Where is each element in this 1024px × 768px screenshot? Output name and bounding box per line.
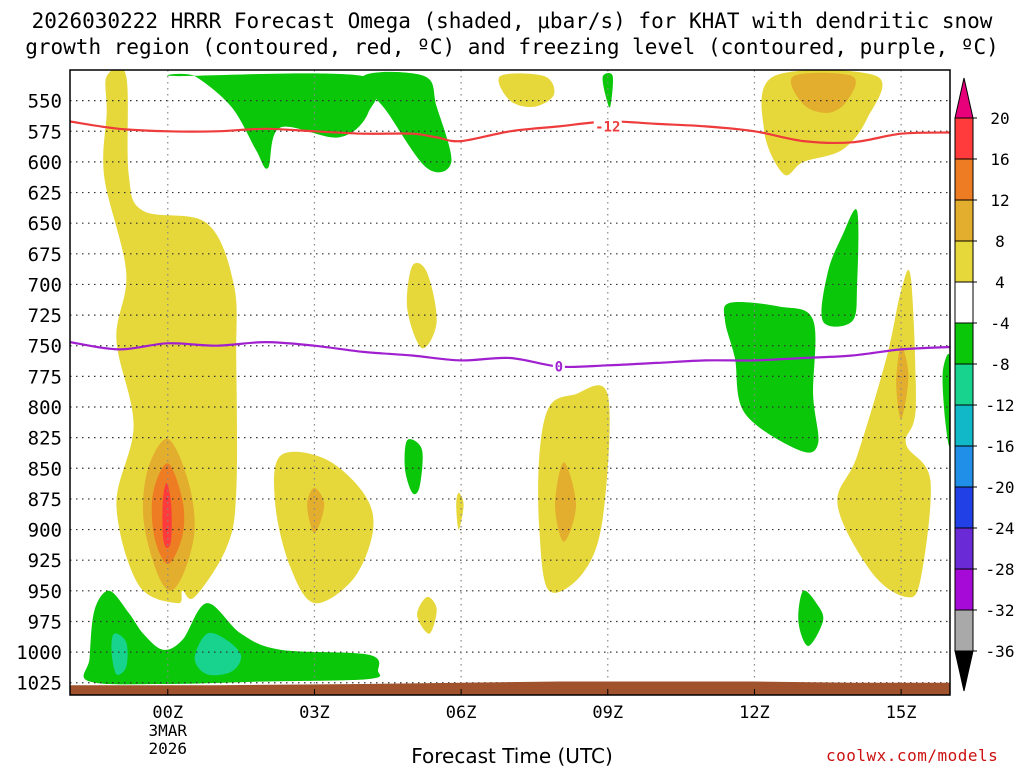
colorbar-swatch-8 (954, 445, 974, 488)
y-tick-label-875: 875 (28, 489, 62, 511)
y-tick-label-925: 925 (28, 550, 62, 572)
contour-line-0 (70, 120, 950, 145)
x-date-year-label: 2026 (149, 739, 188, 758)
omega-region-14 (837, 269, 931, 598)
omega-region-17 (362, 71, 452, 173)
y-tick-label-725: 725 (28, 305, 62, 327)
colorbar-level-2: 12 (990, 191, 1009, 210)
colorbar-level-6: -8 (990, 355, 1009, 374)
colorbar-swatch-11 (954, 568, 974, 611)
colorbar-level-13: -36 (986, 642, 1015, 661)
colorbar-swatch-1 (954, 158, 974, 201)
colorbar-swatch-7 (954, 404, 974, 447)
y-tick-label-975: 975 (28, 611, 62, 633)
chart-title-line-2: growth region (contoured, red, ºC) and f… (25, 35, 999, 59)
omega-region-9 (538, 385, 610, 593)
colorbar-swatch-4 (954, 281, 974, 324)
chart-title-line-1: 2026030222 HRRR Forecast Omega (shaded, … (31, 9, 993, 33)
y-tick-label-700: 700 (28, 274, 62, 296)
x-date-month-label: 3MAR (149, 721, 188, 740)
omega-region-8 (456, 492, 464, 530)
colorbar-swatch-5 (954, 322, 974, 365)
y-tick-label-1000: 1000 (16, 642, 62, 664)
omega-region-23 (723, 301, 819, 453)
omega-region-16 (167, 73, 380, 169)
y-tick-label-750: 750 (28, 336, 62, 358)
y-tick-label-1025: 1025 (16, 673, 62, 695)
colorbar-level-10: -24 (986, 519, 1015, 538)
x-axis-title: Forecast Time (UTC) (411, 744, 613, 768)
omega-region-12 (761, 70, 883, 176)
omega-region-4 (274, 451, 374, 604)
colorbar-swatch-12 (954, 609, 974, 652)
y-tick-label-900: 900 (28, 520, 62, 542)
omega-region-15 (896, 345, 909, 420)
colorbar-level-1: 16 (990, 150, 1009, 169)
contour-label-bg-1 (552, 359, 565, 374)
colorbar-level-12: -32 (986, 601, 1015, 620)
omega-region-7 (417, 596, 437, 634)
omega-region-21 (194, 632, 242, 676)
colorbar-swatch-6 (954, 363, 974, 406)
contour-label-1: 0 (555, 360, 563, 376)
colorbar-level-11: -28 (986, 560, 1015, 579)
colorbar-top-arrow (954, 77, 974, 119)
colorbar-swatch-2 (954, 199, 974, 242)
omega-region-13 (790, 72, 856, 113)
omega-region-25 (798, 590, 824, 646)
colorbar-swatch-10 (954, 527, 974, 570)
omega-region-20 (111, 633, 128, 675)
colorbar-level-5: -4 (990, 314, 1009, 333)
y-tick-label-575: 575 (28, 121, 62, 143)
omega-region-22 (404, 439, 423, 495)
contour-label-bg-0 (593, 119, 622, 134)
x-tick-label-15Z: 15Z (886, 703, 917, 723)
colorbar-level-0: 20 (990, 109, 1009, 128)
colorbar-level-9: -20 (986, 478, 1015, 497)
omega-region-19 (83, 590, 381, 685)
site-credit: coolwx.com/models (826, 746, 999, 765)
x-tick-label-12Z: 12Z (739, 703, 770, 723)
omega-region-0 (103, 70, 238, 604)
y-tick-label-800: 800 (28, 397, 62, 419)
colorbar-level-7: -12 (986, 396, 1015, 415)
colorbar-level-8: -16 (986, 437, 1015, 456)
omega-region-10 (555, 462, 576, 542)
y-tick-label-825: 825 (28, 428, 62, 450)
colorbar-level-4: 4 (995, 273, 1005, 292)
omega-region-24 (821, 209, 859, 327)
y-tick-label-625: 625 (28, 183, 62, 205)
y-tick-label-675: 675 (28, 244, 62, 266)
omega-region-26 (942, 353, 950, 447)
x-tick-label-00Z: 00Z (152, 703, 183, 723)
omega-region-18 (602, 73, 614, 108)
colorbar-swatch-3 (954, 240, 974, 283)
x-tick-label-03Z: 03Z (299, 703, 330, 723)
omega-region-11 (498, 73, 555, 108)
colorbar-swatch-0 (954, 117, 974, 160)
colorbar-level-3: 8 (995, 232, 1005, 251)
y-tick-label-950: 950 (28, 581, 62, 603)
x-tick-label-09Z: 09Z (592, 703, 623, 723)
omega-region-3 (162, 482, 172, 549)
y-tick-label-850: 850 (28, 458, 62, 480)
y-tick-label-600: 600 (28, 152, 62, 174)
contour-line-1 (70, 340, 950, 369)
y-tick-label-650: 650 (28, 213, 62, 235)
x-tick-label-06Z: 06Z (446, 703, 477, 723)
plot-frame (69, 69, 951, 696)
y-tick-label-550: 550 (28, 91, 62, 113)
colorbar-swatch-9 (954, 486, 974, 529)
omega-region-6 (406, 262, 437, 349)
colorbar-bottom-arrow (954, 650, 974, 692)
ground-surface (70, 681, 950, 695)
y-tick-label-775: 775 (28, 366, 62, 388)
contour-label-0: -12 (595, 119, 620, 135)
